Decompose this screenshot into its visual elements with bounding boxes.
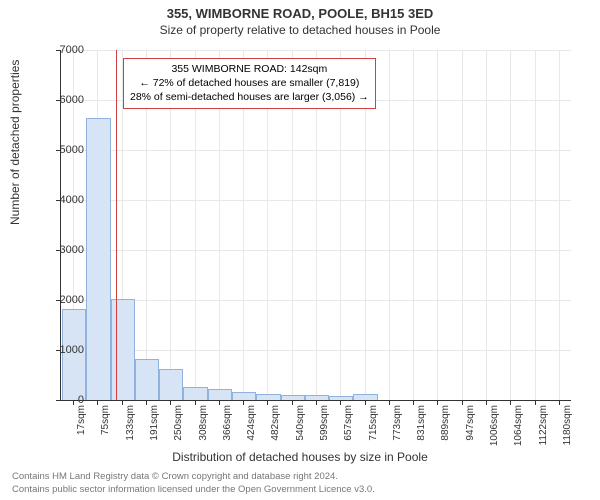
xtick-label: 191sqm [149, 405, 160, 441]
xtick-label: 1180sqm [562, 405, 573, 445]
chart-subtitle: Size of property relative to detached ho… [0, 21, 600, 41]
gridline-v [535, 50, 536, 400]
xtick-label: 599sqm [319, 405, 330, 441]
annotation-box: 355 WIMBORNE ROAD: 142sqm← 72% of detach… [123, 58, 376, 109]
xtick-label: 715sqm [368, 405, 379, 441]
xtick-label: 424sqm [246, 405, 257, 441]
ytick-label: 6000 [44, 94, 84, 106]
xtick-mark [195, 400, 196, 405]
xtick-label: 250sqm [173, 405, 184, 441]
annotation-line: 28% of semi-detached houses are larger (… [130, 90, 369, 104]
bar [183, 387, 207, 401]
xtick-mark [146, 400, 147, 405]
chart-title: 355, WIMBORNE ROAD, POOLE, BH15 3ED [0, 0, 600, 21]
footer-attribution: Contains HM Land Registry data © Crown c… [12, 471, 375, 496]
xtick-label: 1064sqm [513, 405, 524, 446]
xtick-mark [535, 400, 536, 405]
gridline-v [486, 50, 487, 400]
plot-wrap: 17sqm75sqm133sqm191sqm250sqm308sqm366sqm… [60, 50, 570, 400]
xtick-label: 133sqm [125, 405, 136, 441]
reference-line [116, 50, 118, 400]
bar [232, 392, 256, 401]
gridline-v [462, 50, 463, 400]
xtick-label: 657sqm [343, 405, 354, 441]
xtick-label: 889sqm [440, 405, 451, 441]
ytick-label: 7000 [44, 44, 84, 56]
xtick-mark [486, 400, 487, 405]
xtick-mark [340, 400, 341, 405]
xtick-mark [267, 400, 268, 405]
xtick-label: 773sqm [392, 405, 403, 441]
gridline-v [510, 50, 511, 400]
xtick-label: 831sqm [416, 405, 427, 441]
xtick-mark [170, 400, 171, 405]
xtick-label: 540sqm [295, 405, 306, 441]
xtick-mark [437, 400, 438, 405]
bar [159, 369, 183, 400]
footer-line-1: Contains HM Land Registry data © Crown c… [12, 471, 375, 483]
xtick-label: 308sqm [198, 405, 209, 441]
gridline-v [559, 50, 560, 400]
chart-container: 355, WIMBORNE ROAD, POOLE, BH15 3ED Size… [0, 0, 600, 500]
y-axis-label: Number of detached properties [8, 60, 22, 225]
xtick-label: 1122sqm [538, 405, 549, 445]
bar [111, 299, 135, 400]
x-axis-label: Distribution of detached houses by size … [0, 450, 600, 464]
xtick-label: 17sqm [76, 405, 87, 435]
xtick-mark [219, 400, 220, 405]
gridline-v [437, 50, 438, 400]
bar [135, 359, 159, 400]
xtick-mark [122, 400, 123, 405]
xtick-mark [365, 400, 366, 405]
gridline-v [413, 50, 414, 400]
bar [86, 118, 110, 401]
xtick-mark [292, 400, 293, 405]
footer-line-2: Contains public sector information licen… [12, 484, 375, 496]
ytick-label: 4000 [44, 194, 84, 206]
xtick-mark [316, 400, 317, 405]
ytick-label: 3000 [44, 244, 84, 256]
xtick-label: 75sqm [100, 405, 111, 435]
xtick-mark [97, 400, 98, 405]
xtick-label: 366sqm [222, 405, 233, 441]
xtick-label: 947sqm [465, 405, 476, 441]
xtick-mark [510, 400, 511, 405]
xtick-mark [413, 400, 414, 405]
xtick-mark [243, 400, 244, 405]
bar [208, 389, 232, 400]
gridline-v [389, 50, 390, 400]
ytick-label: 0 [44, 394, 84, 406]
xtick-mark [462, 400, 463, 405]
xtick-label: 1006sqm [489, 405, 500, 446]
ytick-label: 1000 [44, 344, 84, 356]
xtick-mark [559, 400, 560, 405]
annotation-line: 355 WIMBORNE ROAD: 142sqm [130, 62, 369, 76]
xtick-mark [389, 400, 390, 405]
annotation-line: ← 72% of detached houses are smaller (7,… [130, 76, 369, 90]
plot-area: 17sqm75sqm133sqm191sqm250sqm308sqm366sqm… [60, 50, 571, 401]
ytick-label: 5000 [44, 144, 84, 156]
ytick-label: 2000 [44, 294, 84, 306]
xtick-label: 482sqm [270, 405, 281, 441]
